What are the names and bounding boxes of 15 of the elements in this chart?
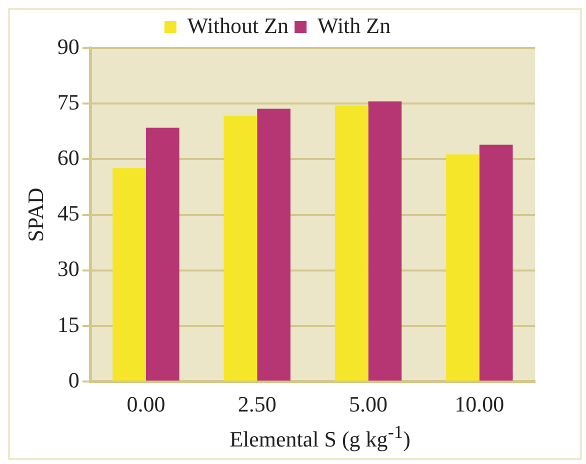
y-tick-label: 0 <box>68 367 80 392</box>
y-axis-title: SPAD <box>22 188 48 242</box>
legend-label: With Zn <box>318 12 391 38</box>
y-tick-label: 90 <box>57 34 80 59</box>
x-tick-label: 0.00 <box>126 392 166 417</box>
y-tick-label: 45 <box>57 200 80 226</box>
y-tick-label: 60 <box>57 144 80 170</box>
x-axis-title: Elemental S (g kg$^{-1}$) <box>228 422 412 452</box>
y-tick-label: 15 <box>57 312 80 337</box>
y-tick-label: 30 <box>57 256 80 282</box>
legend-label: Without Zn <box>187 12 289 38</box>
x-tick-label: 10.00 <box>454 392 504 417</box>
x-tick-label: 2.50 <box>238 392 276 417</box>
x-tick-label: 5.00 <box>349 392 388 417</box>
y-tick-label: 75 <box>57 89 80 114</box>
